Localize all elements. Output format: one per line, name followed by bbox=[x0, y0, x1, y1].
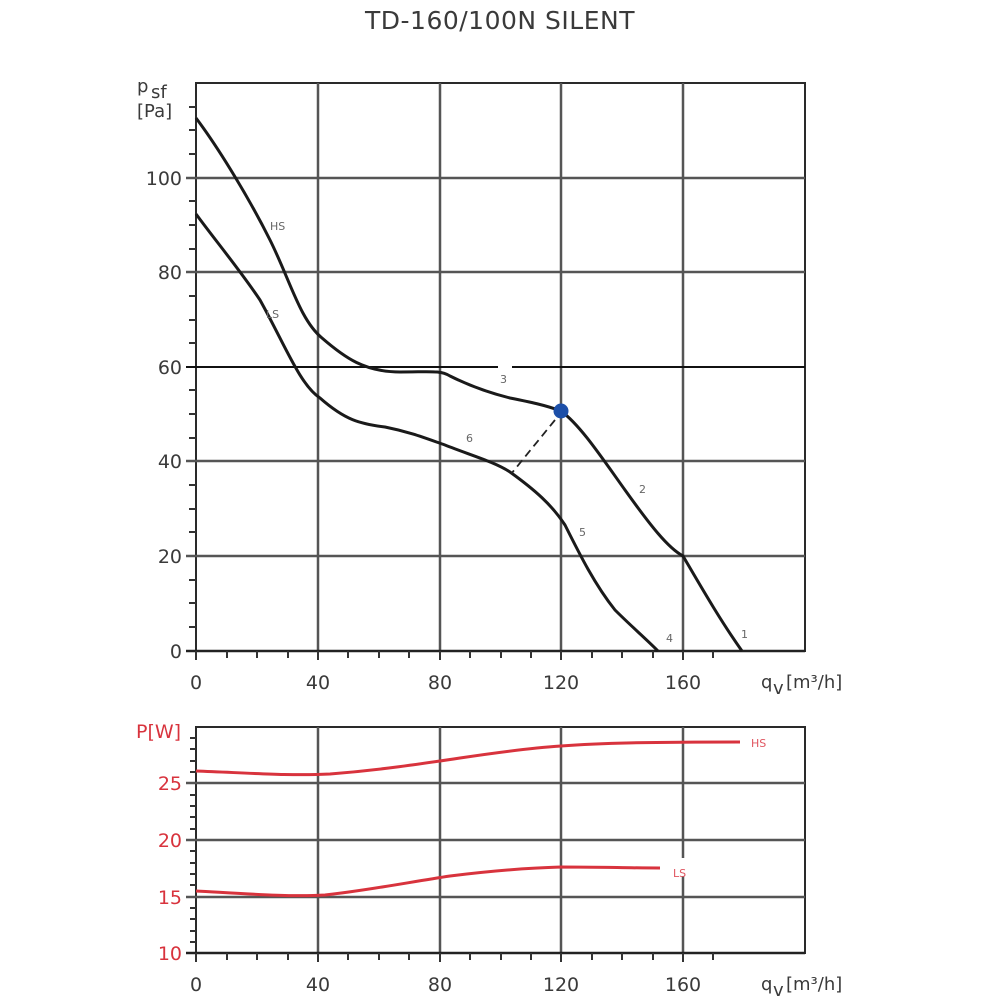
power-x-tick-40: 40 bbox=[306, 974, 330, 996]
ls-curve-label: LS bbox=[266, 308, 279, 321]
hs-power-label: HS bbox=[751, 737, 766, 750]
curve-point-label-6: 6 bbox=[466, 432, 473, 445]
pressure-grid-horizontal bbox=[186, 176, 805, 558]
power-x-tick-0: 0 bbox=[190, 974, 202, 996]
x-tick-80: 80 bbox=[428, 672, 452, 694]
y-tick-60: 60 bbox=[158, 357, 182, 379]
power-y-tick-labels: 10 15 20 25 bbox=[158, 773, 182, 965]
x-tick-40: 40 bbox=[306, 672, 330, 694]
ls-pressure-curve bbox=[194, 213, 660, 653]
pressure-y-axis-label: p sf [Pa] bbox=[137, 76, 172, 122]
hs-curve-label: HS bbox=[270, 220, 285, 233]
curve-point-label-5: 5 bbox=[579, 526, 586, 539]
curve-point-label-4: 4 bbox=[666, 632, 673, 645]
x-tick-160: 160 bbox=[665, 672, 701, 694]
y-axis-symbol: p bbox=[137, 76, 148, 97]
hs-power-curve bbox=[195, 740, 741, 777]
power-x-tick-120: 120 bbox=[543, 974, 579, 996]
pressure-x-tick-labels: 0 40 80 120 160 bbox=[190, 672, 701, 694]
power-y-tick-15: 15 bbox=[158, 887, 182, 909]
operating-point-marker[interactable] bbox=[553, 403, 569, 419]
y-tick-40: 40 bbox=[158, 451, 182, 473]
pressure-x-axis-label: q v [m³/h] bbox=[761, 672, 842, 699]
curve-point-label-2: 2 bbox=[639, 483, 646, 496]
power-grid-horizontal bbox=[186, 781, 805, 899]
power-y-tick-20: 20 bbox=[158, 830, 182, 852]
y-tick-100: 100 bbox=[146, 168, 182, 190]
power-x-axis-unit: [m³/h] bbox=[786, 974, 842, 995]
x-tick-120: 120 bbox=[543, 672, 579, 694]
y-axis-unit: [Pa] bbox=[137, 101, 172, 122]
y-tick-80: 80 bbox=[158, 262, 182, 284]
power-x-axis-subscript: v bbox=[773, 980, 784, 1000]
power-y-tick-10: 10 bbox=[158, 943, 182, 965]
ls-power-label: LS bbox=[673, 867, 686, 880]
y-axis-subscript: sf bbox=[151, 82, 167, 103]
power-x-tick-labels: 0 40 80 120 160 bbox=[190, 974, 701, 996]
pressure-y-minor-ticks bbox=[189, 106, 196, 628]
power-x-minor-ticks bbox=[195, 953, 714, 962]
power-x-tick-80: 80 bbox=[428, 974, 452, 996]
power-y-tick-25: 25 bbox=[158, 773, 182, 795]
power-x-axis-label: q v [m³/h] bbox=[761, 974, 842, 1000]
pressure-y-tick-labels: 0 20 40 60 80 100 bbox=[146, 168, 182, 663]
y-tick-20: 20 bbox=[158, 546, 182, 568]
power-x-axis-symbol: q bbox=[761, 974, 772, 995]
ls-power-curve bbox=[195, 865, 661, 898]
power-y-minor-ticks bbox=[190, 737, 196, 943]
x-axis-unit: [m³/h] bbox=[786, 672, 842, 693]
x-axis-symbol: q bbox=[761, 672, 772, 693]
pressure-x-minor-ticks bbox=[195, 651, 714, 660]
hs-pressure-curve bbox=[194, 117, 744, 652]
power-chart: HS LS 10 15 20 25 0 40 80 120 160 P[W] q… bbox=[136, 721, 842, 1000]
power-x-tick-160: 160 bbox=[665, 974, 701, 996]
y-tick-0: 0 bbox=[170, 641, 182, 663]
x-tick-0: 0 bbox=[190, 672, 202, 694]
pressure-chart: HS LS 1 2 3 4 5 6 0 20 40 60 80 100 0 40… bbox=[137, 76, 842, 699]
operating-dashed-line bbox=[510, 419, 556, 475]
power-y-axis-label: P[W] bbox=[136, 721, 181, 743]
curve-point-label-3: 3 bbox=[500, 373, 507, 386]
chart-title: TD-160/100N SILENT bbox=[365, 6, 635, 35]
x-axis-subscript: v bbox=[773, 678, 784, 699]
curve-point-label-1: 1 bbox=[741, 628, 748, 641]
